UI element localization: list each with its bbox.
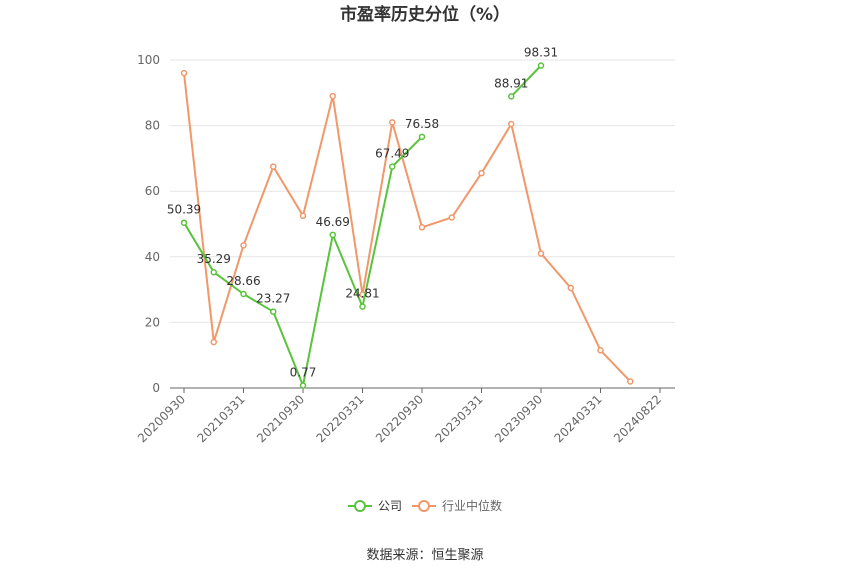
legend-label-industry-median: 行业中位数 xyxy=(442,498,502,513)
data-point-1 xyxy=(597,347,604,354)
data-label: 35.29 xyxy=(197,252,231,266)
grid xyxy=(170,59,675,323)
data-point-1 xyxy=(508,120,515,128)
legend[interactable]: 公司 行业中位数 xyxy=(348,498,502,513)
y-tick-label: 80 xyxy=(145,119,160,133)
data-point-0 xyxy=(270,308,277,315)
series-line-0 xyxy=(510,64,542,98)
chart-title: 市盈率历史分位（%） xyxy=(340,4,510,25)
data-point-0 xyxy=(210,268,217,276)
data-label: 67.49 xyxy=(375,147,409,161)
x-tick-label: 20240822 xyxy=(611,392,664,445)
x-tick-label: 20220331 xyxy=(314,392,367,445)
data-label: 50.39 xyxy=(167,203,201,217)
data-point-1 xyxy=(180,69,188,77)
data-point-1 xyxy=(389,119,396,126)
data-point-0 xyxy=(508,93,515,100)
data-source: 数据来源：恒生聚源 xyxy=(366,548,483,563)
data-point-0 xyxy=(299,382,307,389)
y-tick-label: 40 xyxy=(145,250,160,264)
x-tick-label: 20230331 xyxy=(433,392,486,445)
data-point-1 xyxy=(478,169,485,177)
legend-label-company: 公司 xyxy=(378,499,402,513)
data-label: 23.27 xyxy=(256,292,290,306)
data-point-0 xyxy=(389,163,396,170)
series-line-1 xyxy=(183,72,632,383)
data-point-1 xyxy=(627,378,634,385)
legend-item-company[interactable]: 公司 xyxy=(348,499,402,513)
data-point-1 xyxy=(270,163,277,170)
data-point-0 xyxy=(329,231,336,239)
x-tick-label: 20210930 xyxy=(254,392,307,445)
data-label: 46.69 xyxy=(316,215,350,229)
series-layer xyxy=(180,62,634,389)
data-labels: 50.39 35.29 28.66 23.27 0.77 46.69 24.81 67.49 7… xyxy=(167,46,558,380)
y-tick-label: 100 xyxy=(137,53,160,67)
y-tick-label: 20 xyxy=(145,315,160,329)
y-tick-label: 60 xyxy=(145,184,160,198)
data-label: 28.66 xyxy=(226,274,260,288)
data-point-1 xyxy=(567,284,574,292)
y-axis: 0 20 40 60 80 100 xyxy=(137,53,160,395)
x-tick-label: 20210331 xyxy=(195,392,248,445)
data-label: 88.91 xyxy=(494,76,528,90)
x-axis: 20200930 20210331 20210930 20220331 20220930… xyxy=(135,387,675,445)
data-label: 98.31 xyxy=(524,46,558,60)
data-point-1 xyxy=(418,224,426,231)
data-point-1 xyxy=(448,214,455,221)
data-point-0 xyxy=(359,303,366,310)
data-point-1 xyxy=(329,92,336,100)
data-point-0 xyxy=(180,219,188,226)
data-point-0 xyxy=(240,290,247,298)
data-label: 76.58 xyxy=(405,117,439,131)
data-point-0 xyxy=(537,62,545,69)
data-point-1 xyxy=(240,242,247,249)
data-label: 0.77 xyxy=(290,365,317,379)
legend-item-industry-median[interactable]: 行业中位数 xyxy=(412,498,502,513)
data-point-1 xyxy=(537,250,545,257)
x-tick-label: 20240331 xyxy=(552,392,605,445)
x-tick-label: 20230930 xyxy=(492,392,545,445)
data-point-0 xyxy=(418,133,426,141)
x-tick-label: 20200930 xyxy=(135,392,188,445)
data-label: 24.81 xyxy=(345,287,379,301)
data-point-1 xyxy=(299,212,307,220)
data-point-1 xyxy=(210,338,217,346)
y-tick-label: 0 xyxy=(152,381,160,395)
x-tick-label: 20220930 xyxy=(373,392,426,445)
